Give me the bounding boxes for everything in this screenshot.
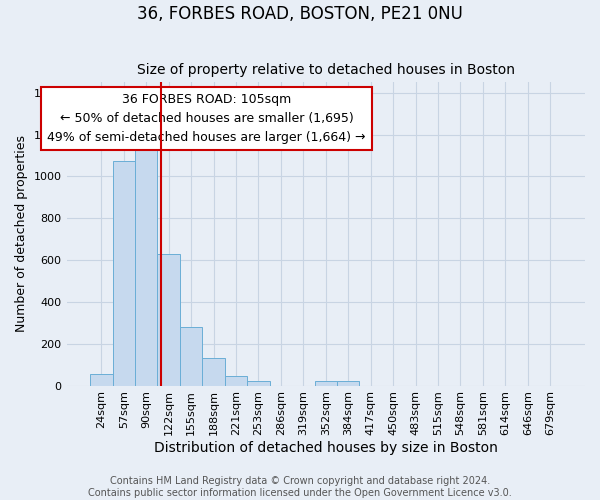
Bar bbox=[135, 143, 157, 386]
Text: 36 FORBES ROAD: 105sqm
← 50% of detached houses are smaller (1,695)
49% of semi-: 36 FORBES ROAD: 105sqm ← 50% of detached… bbox=[47, 93, 366, 144]
Bar bbox=[314, 382, 337, 386]
X-axis label: Distribution of detached houses by size in Boston: Distribution of detached houses by size … bbox=[154, 441, 498, 455]
Text: 36, FORBES ROAD, BOSTON, PE21 0NU: 36, FORBES ROAD, BOSTON, PE21 0NU bbox=[137, 5, 463, 23]
Bar bbox=[180, 327, 202, 386]
Title: Size of property relative to detached houses in Boston: Size of property relative to detached ho… bbox=[137, 63, 515, 77]
Bar bbox=[113, 161, 135, 386]
Bar bbox=[90, 374, 113, 386]
Y-axis label: Number of detached properties: Number of detached properties bbox=[15, 136, 28, 332]
Bar bbox=[225, 376, 247, 386]
Bar bbox=[157, 254, 180, 386]
Bar bbox=[337, 382, 359, 386]
Bar bbox=[202, 358, 225, 386]
Text: Contains HM Land Registry data © Crown copyright and database right 2024.
Contai: Contains HM Land Registry data © Crown c… bbox=[88, 476, 512, 498]
Bar bbox=[247, 382, 269, 386]
